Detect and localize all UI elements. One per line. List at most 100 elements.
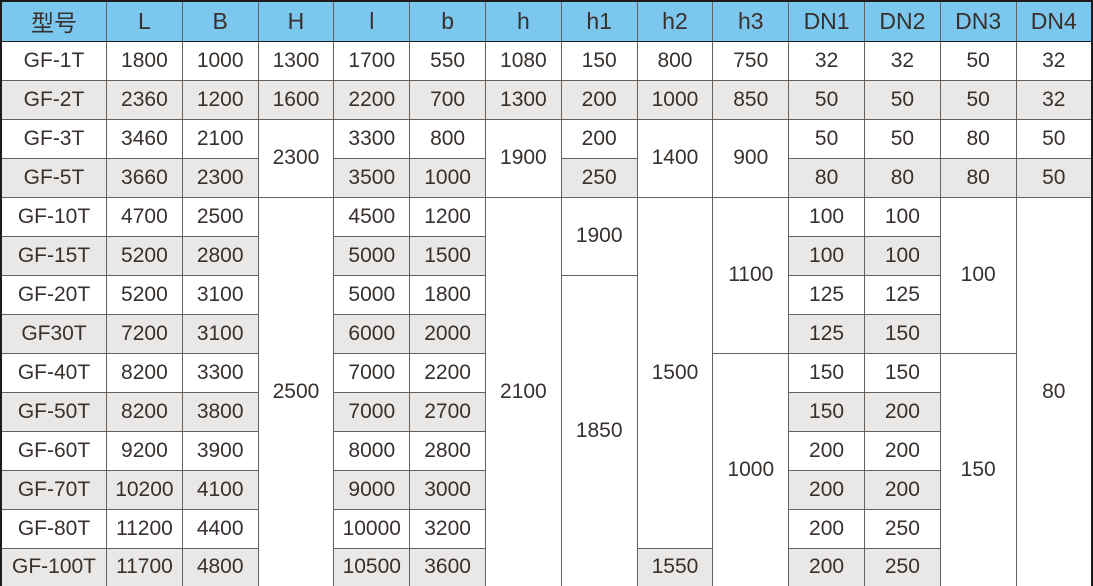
model-cell: GF-10T: [0, 196, 107, 237]
model-cell: GF-2T: [0, 79, 107, 120]
value-cell: 2360: [106, 79, 183, 120]
model-cell: GF30T: [0, 313, 107, 354]
value-cell: 200: [788, 430, 865, 471]
value-cell: 1300: [484, 79, 562, 120]
column-header-h: h: [484, 0, 562, 42]
value-cell: 100: [788, 235, 865, 276]
value-cell: 9000: [333, 469, 411, 510]
value-cell: 5200: [106, 274, 183, 315]
value-cell: 900: [712, 118, 790, 198]
column-header-DN1: DN1: [788, 0, 865, 42]
value-cell: 200: [560, 79, 638, 120]
column-header-DN3: DN3: [939, 0, 1017, 42]
value-cell: 2300: [257, 118, 335, 198]
value-cell: 4500: [333, 196, 411, 237]
value-cell: 1400: [636, 118, 714, 198]
value-cell: 200: [560, 118, 638, 159]
model-cell: GF-15T: [0, 235, 107, 276]
value-cell: 2200: [409, 352, 486, 393]
value-cell: 1850: [560, 274, 638, 586]
value-cell: 200: [788, 469, 865, 510]
model-cell: GF-60T: [0, 430, 107, 471]
value-cell: 2000: [409, 313, 486, 354]
value-cell: 1550: [636, 547, 714, 586]
column-header-DN4: DN4: [1015, 0, 1093, 42]
value-cell: 50: [939, 79, 1017, 120]
value-cell: 50: [1015, 157, 1093, 198]
model-cell: GF-3T: [0, 118, 107, 159]
value-cell: 1000: [712, 352, 790, 586]
model-cell: GF-20T: [0, 274, 107, 315]
value-cell: 10000: [333, 508, 411, 549]
value-cell: 150: [863, 313, 941, 354]
value-cell: 1800: [409, 274, 486, 315]
value-cell: 50: [788, 79, 865, 120]
value-cell: 2800: [409, 430, 486, 471]
value-cell: 550: [409, 40, 486, 81]
value-cell: 7000: [333, 391, 411, 432]
value-cell: 32: [1015, 40, 1093, 81]
value-cell: 200: [863, 430, 941, 471]
spec-table-body: GF-1T 1800 1000 1300 1700 550 1080 150 800 750 32 3…: [0, 40, 1093, 586]
value-cell: 1800: [106, 40, 183, 81]
column-header-l: l: [333, 0, 411, 42]
model-cell: GF-40T: [0, 352, 107, 393]
value-cell: 1200: [181, 79, 259, 120]
value-cell: 50: [939, 40, 1017, 81]
value-cell: 7000: [333, 352, 411, 393]
column-header-L: L: [106, 0, 183, 42]
column-header-h2: h2: [636, 0, 714, 42]
value-cell: 80: [939, 157, 1017, 198]
value-cell: 80: [1015, 196, 1093, 586]
value-cell: 32: [1015, 79, 1093, 120]
value-cell: 200: [863, 391, 941, 432]
value-cell: 7200: [106, 313, 183, 354]
value-cell: 1600: [257, 79, 335, 120]
value-cell: 100: [788, 196, 865, 237]
value-cell: 2500: [257, 196, 335, 586]
value-cell: 1000: [636, 79, 714, 120]
value-cell: 250: [560, 157, 638, 198]
table-row: GF-10T 4700 2500 2500 4500 1200 2100 1900 1500 11…: [0, 196, 1093, 586]
value-cell: 150: [788, 391, 865, 432]
value-cell: 50: [863, 118, 941, 159]
value-cell: 800: [409, 118, 486, 159]
value-cell: 150: [939, 352, 1017, 586]
column-header-model: 型号: [0, 0, 107, 42]
column-header-h3: h3: [712, 0, 790, 42]
value-cell: 100: [939, 196, 1017, 354]
value-cell: 80: [863, 157, 941, 198]
value-cell: 125: [788, 274, 865, 315]
table-row: GF-1T 1800 1000 1300 1700 550 1080 150 800 750 32 3…: [0, 40, 1093, 81]
value-cell: 3900: [181, 430, 259, 471]
column-header-h1: h1: [560, 0, 638, 42]
value-cell: 1900: [484, 118, 562, 198]
value-cell: 3800: [181, 391, 259, 432]
value-cell: 250: [863, 547, 941, 586]
value-cell: 2800: [181, 235, 259, 276]
value-cell: 32: [863, 40, 941, 81]
value-cell: 4700: [106, 196, 183, 237]
value-cell: 5000: [333, 274, 411, 315]
value-cell: 1500: [636, 196, 714, 549]
model-cell: GF-5T: [0, 157, 107, 198]
value-cell: 6000: [333, 313, 411, 354]
value-cell: 8000: [333, 430, 411, 471]
value-cell: 125: [863, 274, 941, 315]
value-cell: 150: [560, 40, 638, 81]
value-cell: 2300: [181, 157, 259, 198]
value-cell: 3100: [181, 313, 259, 354]
value-cell: 3500: [333, 157, 411, 198]
value-cell: 200: [788, 547, 865, 586]
column-header-B: B: [181, 0, 259, 42]
model-cell: GF-100T: [0, 547, 107, 586]
value-cell: 3100: [181, 274, 259, 315]
value-cell: 80: [788, 157, 865, 198]
value-cell: 3660: [106, 157, 183, 198]
value-cell: 250: [863, 508, 941, 549]
value-cell: 3200: [409, 508, 486, 549]
